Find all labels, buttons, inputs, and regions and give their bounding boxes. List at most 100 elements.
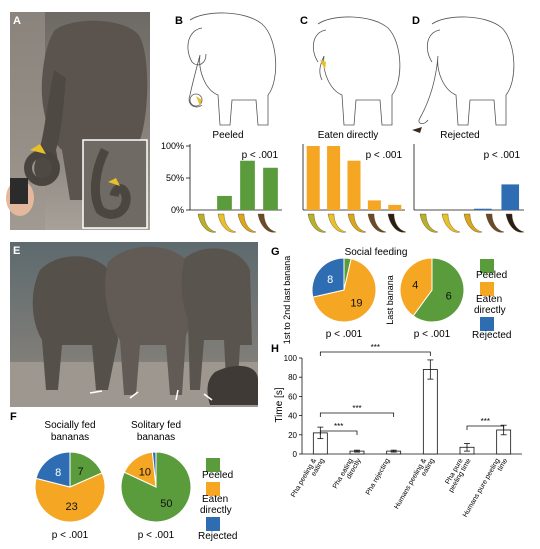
banana-icon <box>485 213 505 233</box>
legend-swatch-eaten <box>206 482 220 496</box>
panel-letter-b: B <box>175 15 183 27</box>
bar <box>347 160 361 210</box>
bar <box>263 167 278 210</box>
y-tick-label: 40 <box>288 412 297 421</box>
significance-label: *** <box>334 422 343 431</box>
pie-slice-label: 19 <box>350 297 362 309</box>
legend-swatch-eaten <box>480 282 494 296</box>
legend-label-eaten-2: directly <box>200 505 232 516</box>
ytick-label: 50% <box>166 173 184 183</box>
x-tick-label: Pha peeling & <box>290 457 318 499</box>
banana-icon <box>197 213 217 233</box>
panel-letter-e: E <box>13 245 20 257</box>
legend-swatch-rejected <box>206 517 220 531</box>
f-right-title-2: bananas <box>137 432 175 443</box>
legend-swatch-peeled <box>206 458 220 472</box>
f-right-pvalue: p < .001 <box>138 530 175 541</box>
y-tick-label: 0 <box>293 450 298 459</box>
photo-e <box>10 242 258 407</box>
pie-slice <box>120 451 192 523</box>
pie-slice-label: 23 <box>65 501 77 513</box>
pvalue-c: p < .001 <box>366 150 403 161</box>
banana-b-icon <box>196 96 202 106</box>
bar <box>240 160 255 210</box>
ytick-label: 0% <box>171 205 184 215</box>
f-left-pvalue: p < .001 <box>52 530 89 541</box>
bar <box>501 184 520 210</box>
banana-c-icon <box>320 60 326 70</box>
bars-eaten-directly <box>306 146 402 210</box>
sig-bracket <box>466 425 505 430</box>
pie-slice-label: 6 <box>446 290 452 302</box>
legend-label-eaten-2: directly <box>474 305 506 316</box>
pie-slice <box>34 472 106 523</box>
significance-label: *** <box>371 343 380 352</box>
g-left-pvalue: p < .001 <box>326 329 363 340</box>
sig-bracket <box>319 412 395 417</box>
photo-a <box>6 12 150 230</box>
legend-label-peeled: Peeled <box>202 470 233 481</box>
banana-icon <box>441 213 461 233</box>
banana-ripeness-row <box>197 213 525 233</box>
pie-slice <box>35 451 71 488</box>
bars-peeled <box>217 160 278 210</box>
panel-letter-g: G <box>271 246 280 258</box>
pie-social-last: 64 <box>399 257 465 323</box>
bar <box>217 195 232 210</box>
banana-icon <box>387 213 407 233</box>
panel-letter-h: H <box>271 343 279 355</box>
ytick-label: 100% <box>161 141 184 151</box>
legend-label-eaten: Eaten <box>476 294 502 305</box>
pie-solitary-fed: 50 10 <box>120 451 192 523</box>
banana-icon <box>463 213 483 233</box>
bar <box>327 146 341 210</box>
banana-icon <box>505 213 525 233</box>
g-right-pvalue: p < .001 <box>414 329 451 340</box>
pie-socially-fed: 7 23 8 <box>34 451 106 523</box>
panel-letter-d: D <box>412 15 420 27</box>
pie-slice <box>69 451 103 488</box>
y-tick-label: 100 <box>284 354 298 363</box>
legend-label-rejected: Rejected <box>198 531 237 542</box>
g-title: Social feeding <box>345 247 408 258</box>
banana-icon <box>367 213 387 233</box>
pie-slice <box>311 257 345 298</box>
drawing-d <box>418 16 515 126</box>
significance-label: *** <box>352 404 361 413</box>
bar <box>306 146 320 210</box>
pvalue-b: p < .001 <box>242 150 279 161</box>
banana-icon <box>347 213 367 233</box>
pie-slice <box>399 257 433 317</box>
legend-label-eaten: Eaten <box>202 494 228 505</box>
banana-icon <box>327 213 347 233</box>
x-tick-label: Humans peeling & <box>393 457 428 510</box>
bar <box>388 204 402 210</box>
banana-icon <box>237 213 257 233</box>
banana-icon <box>419 213 439 233</box>
banana-icon <box>217 213 237 233</box>
title-peeled: Peeled <box>212 130 243 141</box>
pie-slice-label: 10 <box>139 466 151 478</box>
pie-social-first: 19 8 <box>311 257 377 323</box>
banana-d-icon <box>412 127 422 133</box>
legend-swatch-rejected <box>480 317 494 331</box>
legend-label-peeled: Peeled <box>476 270 507 281</box>
bars-rejected <box>473 184 520 210</box>
sig-bracket <box>319 430 358 435</box>
drawing-b <box>187 12 277 126</box>
banana-icon <box>307 213 327 233</box>
title-eaten-directly: Eaten directly <box>318 130 379 141</box>
y-tick-label: 20 <box>288 431 297 440</box>
legend-label-rejected: Rejected <box>472 330 511 341</box>
x-tick-label: Pha rejecting <box>365 457 392 496</box>
bar <box>367 200 381 210</box>
g-left-ylabel: 1st to 2nd last banana <box>282 256 292 345</box>
pie-slice <box>412 257 465 323</box>
legend-f: Peeled Eaten directly Rejected <box>198 458 237 542</box>
panel-letter-c: C <box>300 15 308 27</box>
bar <box>473 208 492 210</box>
panel-letter-a: A <box>13 15 21 27</box>
h-ylabel: Time [s] <box>274 387 285 422</box>
pie-slice-label: 50 <box>160 498 172 510</box>
